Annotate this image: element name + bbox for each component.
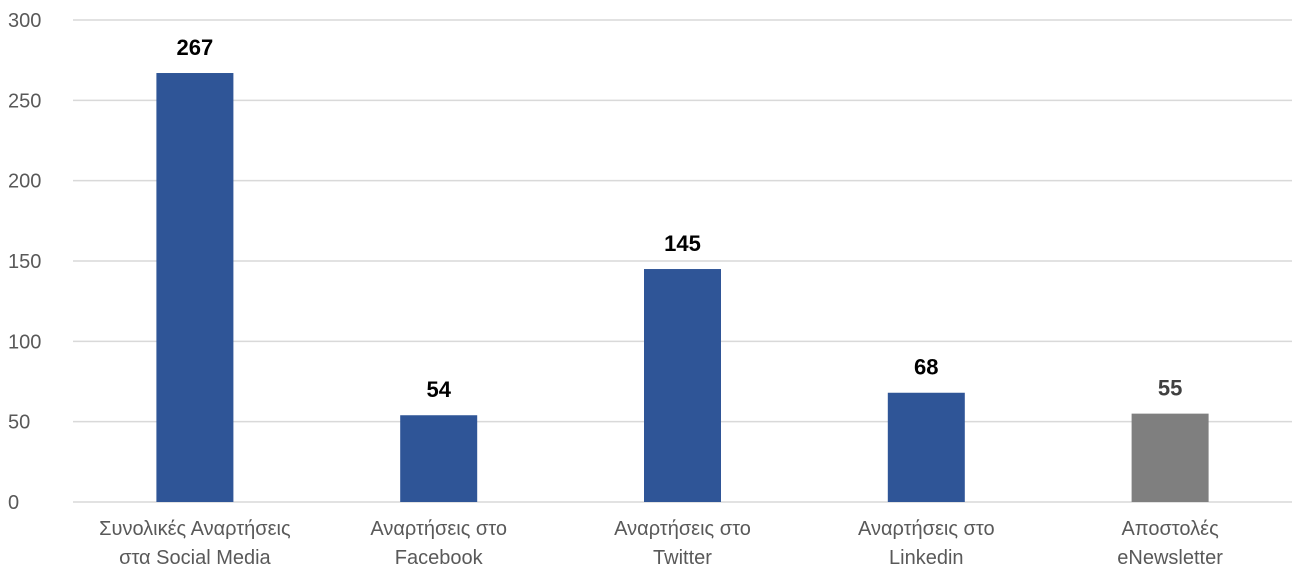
x-category-label-line: Twitter bbox=[653, 547, 712, 569]
y-tick-label: 200 bbox=[8, 171, 41, 193]
x-axis-category-labels: Συνολικές Αναρτήσεις στα Social Media Αναρ… bbox=[99, 518, 1223, 569]
y-tick-label: 300 bbox=[8, 10, 41, 32]
data-label: 55 bbox=[1158, 376, 1182, 401]
x-category-label: Συνολικές Αναρτήσεις στα Social Media bbox=[99, 518, 291, 569]
data-label: 145 bbox=[664, 231, 701, 256]
x-category-label-line: Facebook bbox=[395, 547, 484, 569]
x-category-label-line: στα Social Media bbox=[119, 547, 271, 569]
x-category-label-line: Αναρτήσεις στο bbox=[614, 518, 751, 540]
bar bbox=[1131, 413, 1209, 502]
x-category-label-line: Αποστολές bbox=[1121, 518, 1219, 540]
data-label: 267 bbox=[177, 35, 214, 60]
data-labels: 267 54 145 68 55 bbox=[177, 35, 1183, 402]
x-category-label: Αποστολές eNewsletter bbox=[1117, 518, 1223, 569]
y-tick-label: 250 bbox=[8, 90, 41, 112]
y-tick-label: 150 bbox=[8, 251, 41, 273]
y-axis-tick-labels: 0 50 100 150 200 250 300 bbox=[8, 10, 41, 514]
bar bbox=[644, 269, 721, 502]
bar bbox=[156, 73, 234, 503]
data-label: 68 bbox=[914, 355, 938, 380]
y-tick-label: 50 bbox=[8, 412, 30, 434]
x-category-label: Αναρτήσεις στο Facebook bbox=[370, 518, 507, 569]
x-category-label-line: Αναρτήσεις στο bbox=[370, 518, 507, 540]
y-tick-label: 100 bbox=[8, 331, 41, 353]
y-tick-label: 0 bbox=[8, 492, 19, 514]
bar bbox=[887, 392, 965, 502]
data-label: 54 bbox=[426, 377, 451, 402]
bars bbox=[156, 73, 1209, 503]
x-category-label: Αναρτήσεις στο Linkedin bbox=[858, 518, 995, 569]
bar bbox=[400, 415, 478, 502]
x-category-label-line: eNewsletter bbox=[1117, 547, 1223, 569]
x-category-label-line: Αναρτήσεις στο bbox=[858, 518, 995, 540]
x-category-label-line: Linkedin bbox=[889, 547, 964, 569]
x-category-label: Αναρτήσεις στο Twitter bbox=[614, 518, 751, 569]
x-category-label-line: Συνολικές Αναρτήσεις bbox=[99, 518, 291, 540]
